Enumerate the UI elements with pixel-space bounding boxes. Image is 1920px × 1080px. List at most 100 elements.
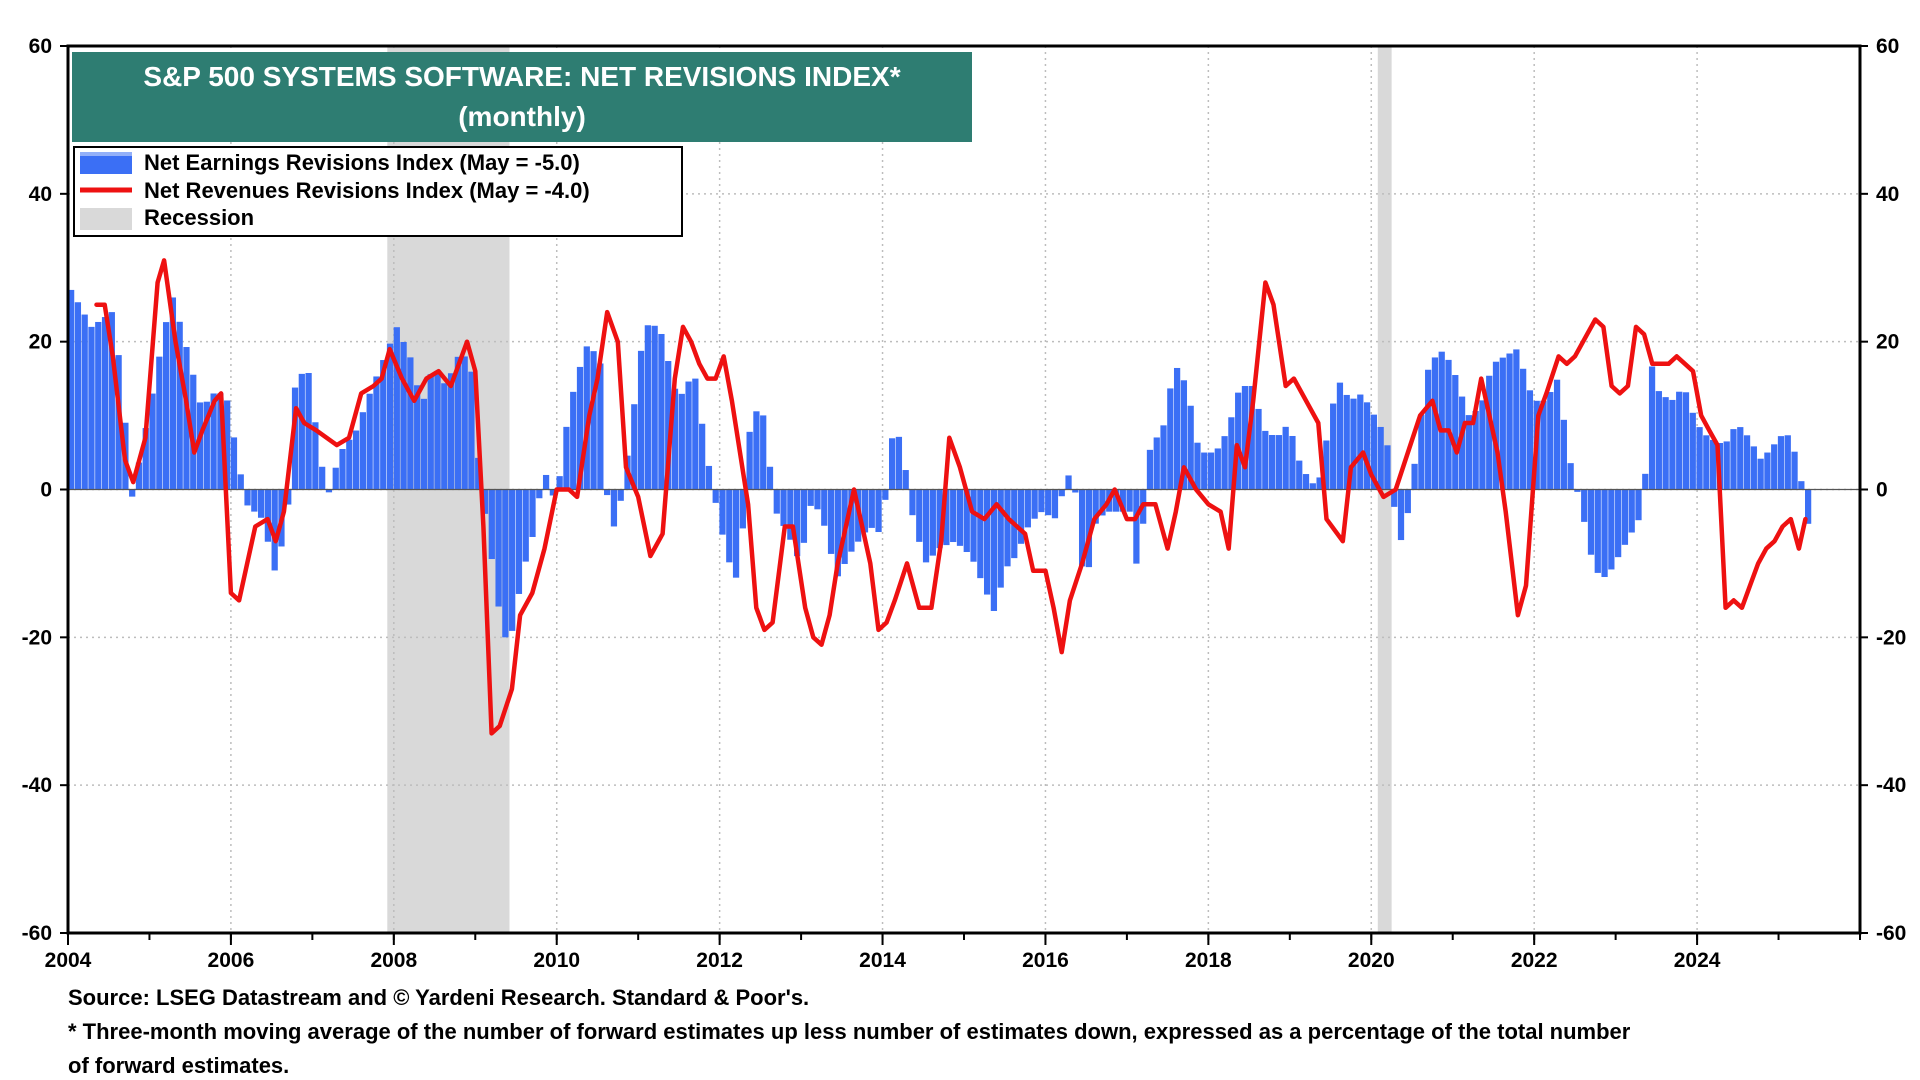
earnings-bar-70 (542, 474, 550, 490)
earnings-bar-20 (203, 401, 210, 490)
earnings-bar-87 (658, 333, 665, 490)
earnings-bar-71 (549, 489, 556, 496)
x-tick-label-3: 2010 (533, 949, 580, 972)
earnings-bar-247 (1743, 435, 1751, 490)
earnings-bar-222 (1574, 489, 1581, 492)
earnings-bar-51 (414, 385, 421, 490)
earnings-bar-187 (1336, 382, 1344, 490)
earnings-bar-92 (692, 378, 699, 490)
earnings-bar-196 (1397, 489, 1405, 541)
earnings-bar-211 (1499, 357, 1506, 490)
earnings-bar-38 (325, 489, 333, 493)
earnings-bar-33 (291, 387, 299, 490)
earnings-bar-86 (651, 325, 658, 490)
earnings-bar-205 (1458, 396, 1466, 490)
earnings-bar-145 (1051, 489, 1059, 519)
x-tick-label-5: 2014 (859, 949, 906, 972)
earnings-bar-118 (868, 489, 875, 528)
earnings-bar-47 (386, 343, 394, 490)
earnings-bar-133 (970, 489, 977, 562)
earnings-bar-184 (1316, 477, 1323, 490)
earnings-bar-61 (481, 489, 489, 514)
earnings-bar-22 (217, 393, 224, 490)
earnings-bar-236 (1669, 399, 1676, 490)
earnings-bar-148 (1072, 489, 1079, 493)
earnings-bar-3 (88, 326, 95, 490)
earnings-bar-105 (780, 489, 787, 526)
legend-recession-swatch (80, 208, 132, 230)
earnings-bar-234 (1655, 391, 1662, 490)
earnings-bar-208 (1479, 400, 1486, 490)
earnings-bar-27 (251, 489, 258, 512)
earnings-bar-80 (610, 489, 618, 527)
revenues-line (94, 258, 1808, 736)
earnings-bar-34 (298, 373, 305, 490)
earnings-bar-256 (1805, 489, 1812, 524)
earnings-bar-174 (1248, 386, 1255, 490)
earnings-bar-232 (1642, 473, 1649, 490)
earnings-bar-224 (1587, 489, 1595, 555)
earnings-bar-150 (1085, 489, 1093, 568)
earnings-bar-41 (346, 439, 353, 490)
earnings-bar-147 (1065, 475, 1072, 490)
earnings-bar-64 (502, 489, 509, 638)
earnings-bar-238 (1682, 392, 1690, 490)
earnings-bar-83 (631, 404, 638, 490)
earnings-bar-78 (597, 363, 604, 490)
chart-title: S&P 500 SYSTEMS SOFTWARE: NET REVISIONS … (143, 61, 900, 92)
earnings-bar-132 (963, 489, 970, 553)
earnings-bar-169 (1214, 448, 1221, 490)
earnings-bar-50 (407, 357, 414, 490)
revenues-line-path (94, 258, 1808, 736)
earnings-bar-163 (1173, 367, 1181, 490)
earnings-bar-1 (74, 302, 82, 490)
earnings-bar-119 (875, 489, 882, 533)
earnings-bar-200 (1425, 369, 1432, 490)
earnings-bar-91 (685, 381, 692, 490)
earnings-bar-204 (1452, 375, 1459, 490)
earnings-bar-30 (271, 489, 278, 571)
y-tick-label-right-4: -20 (1876, 626, 1906, 649)
earnings-bar-77 (590, 351, 597, 490)
earnings-bar-244 (1723, 441, 1730, 490)
y-tick-label-right-2: 20 (1876, 331, 1899, 354)
earnings-bar-23 (224, 400, 231, 490)
earnings-bar-75 (576, 366, 584, 490)
earnings-bar-218 (1547, 392, 1554, 490)
y-tick-label-left-4: -20 (22, 626, 52, 649)
legend-bars-label: Net Earnings Revisions Index (May = -5.0… (144, 150, 580, 175)
earnings-bar-35 (305, 373, 312, 490)
earnings-bar-143 (1038, 489, 1045, 513)
earnings-bar-239 (1689, 412, 1696, 490)
earnings-bar-49 (400, 341, 407, 490)
earnings-bar-172 (1235, 392, 1242, 490)
legend-line-label: Net Revenues Revisions Index (May = -4.0… (144, 178, 590, 203)
earnings-bar-254 (1791, 451, 1798, 490)
earnings-bar-19 (196, 402, 204, 490)
earnings-bar-213 (1513, 349, 1520, 490)
y-tick-label-left-5: -40 (22, 774, 52, 797)
earnings-bar-214 (1520, 368, 1527, 490)
earnings-bar-191 (1363, 402, 1371, 490)
earnings-bar-94 (705, 465, 713, 490)
earnings-bar-55 (441, 383, 448, 490)
earnings-bar-157 (1133, 489, 1140, 564)
earnings-bar-173 (1241, 386, 1249, 490)
x-tick-label-6: 2016 (1022, 949, 1069, 972)
earnings-bar-26 (244, 489, 251, 506)
earnings-bar-109 (807, 489, 814, 506)
earnings-bar-201 (1431, 357, 1439, 490)
earnings-bar-37 (319, 466, 326, 490)
earnings-bar-128 (936, 489, 943, 549)
earnings-bar-249 (1757, 458, 1764, 490)
earnings-bar-21 (210, 393, 217, 490)
y-tick-label-left-6: -60 (22, 922, 52, 945)
source-note: Source: LSEG Datastream and © Yardeni Re… (68, 985, 810, 1010)
earnings-bar-68 (529, 489, 536, 537)
earnings-bar-171 (1228, 417, 1235, 490)
earnings-bar-154 (1112, 489, 1120, 512)
earnings-bar-227 (1608, 489, 1615, 570)
earnings-bar-10 (135, 462, 143, 490)
earnings-bar-53 (427, 374, 434, 490)
